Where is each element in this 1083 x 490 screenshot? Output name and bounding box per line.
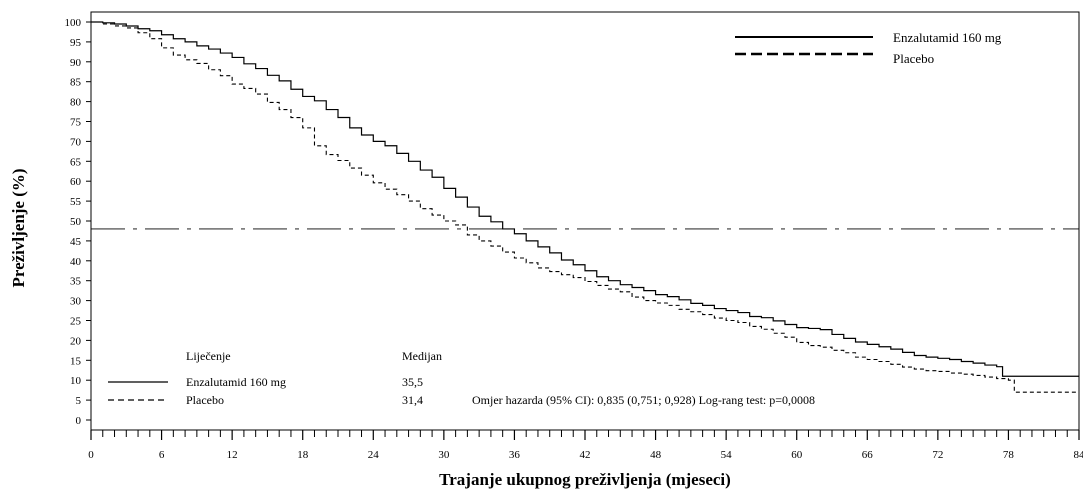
y-tick-label-15: 15 — [70, 355, 82, 367]
x-tick-label-42: 42 — [580, 449, 591, 461]
legend-enzalutamid-label: Enzalutamid 160 mg — [893, 30, 1002, 45]
y-axis: 0 5 10 15 20 25 30 35 40 45 50 55 60 65 70 75 80 85 90 95 10… — [65, 17, 91, 427]
legend: Enzalutamid 160 mg Placebo — [735, 30, 1002, 66]
x-tick-label-78: 78 — [1003, 449, 1015, 461]
median-table: Liječenje Medijan Enzalutamid 160 mg 35,… — [108, 349, 815, 407]
y-tick-label-65: 65 — [70, 156, 82, 168]
hazard-ratio-text: Omjer hazarda (95% CI): 0,835 (0,751; 0,… — [472, 393, 815, 407]
x-tick-label-30: 30 — [438, 449, 450, 461]
y-axis-title: Preživljenje (%) — [9, 168, 28, 287]
y-tick-label-45: 45 — [70, 236, 82, 248]
series-line-enzalutamid — [91, 21, 1079, 377]
x-tick-label-12: 12 — [227, 449, 238, 461]
y-tick-label-5: 5 — [76, 395, 82, 407]
y-tick-label-40: 40 — [70, 256, 82, 268]
y-tick-label-35: 35 — [70, 276, 82, 288]
y-tick-label-100: 100 — [65, 17, 82, 29]
series-layer — [91, 21, 1079, 393]
x-tick-label-48: 48 — [650, 449, 662, 461]
y-tick-label-60: 60 — [70, 176, 82, 188]
table-header-treatment: Liječenje — [186, 349, 231, 363]
y-tick-label-0: 0 — [76, 415, 82, 427]
table-row-enzalutamid-label: Enzalutamid 160 mg — [186, 375, 286, 389]
y-tick-label-50: 50 — [70, 216, 82, 228]
x-tick-label-54: 54 — [721, 449, 733, 461]
table-row-placebo-median: 31,4 — [402, 393, 423, 407]
y-tick-label-75: 75 — [70, 117, 82, 129]
y-tick-label-80: 80 — [70, 97, 82, 109]
y-tick-label-85: 85 — [70, 77, 82, 89]
table-row-placebo-label: Placebo — [186, 393, 224, 407]
y-tick-label-30: 30 — [70, 296, 82, 308]
table-header-median: Medijan — [402, 349, 442, 363]
y-tick-label-55: 55 — [70, 196, 82, 208]
x-axis-title: Trajanje ukupnog preživljenja (mjeseci) — [439, 470, 731, 489]
y-tick-label-90: 90 — [70, 57, 82, 69]
legend-placebo-label: Placebo — [893, 51, 934, 66]
y-tick-label-10: 10 — [70, 375, 82, 387]
x-tick-label-36: 36 — [509, 449, 521, 461]
x-tick-label-84: 84 — [1074, 449, 1083, 461]
x-tick-label-0: 0 — [88, 449, 94, 461]
x-tick-label-60: 60 — [791, 449, 803, 461]
x-tick-label-6: 6 — [159, 449, 165, 461]
x-tick-label-24: 24 — [368, 449, 380, 461]
x-tick-label-66: 66 — [862, 449, 874, 461]
y-tick-label-95: 95 — [70, 37, 82, 49]
series-line-placebo — [91, 21, 1079, 393]
y-tick-label-25: 25 — [70, 316, 82, 328]
x-tick-label-18: 18 — [297, 449, 309, 461]
plot-frame — [90, 11, 1080, 431]
table-row-enzalutamid-median: 35,5 — [402, 375, 423, 389]
x-tick-label-72: 72 — [932, 449, 943, 461]
y-tick-label-20: 20 — [70, 335, 82, 347]
x-axis: 0 6 12 18 24 30 36 42 48 54 60 66 72 78 84 — [88, 430, 1083, 461]
y-tick-label-70: 70 — [70, 136, 82, 148]
